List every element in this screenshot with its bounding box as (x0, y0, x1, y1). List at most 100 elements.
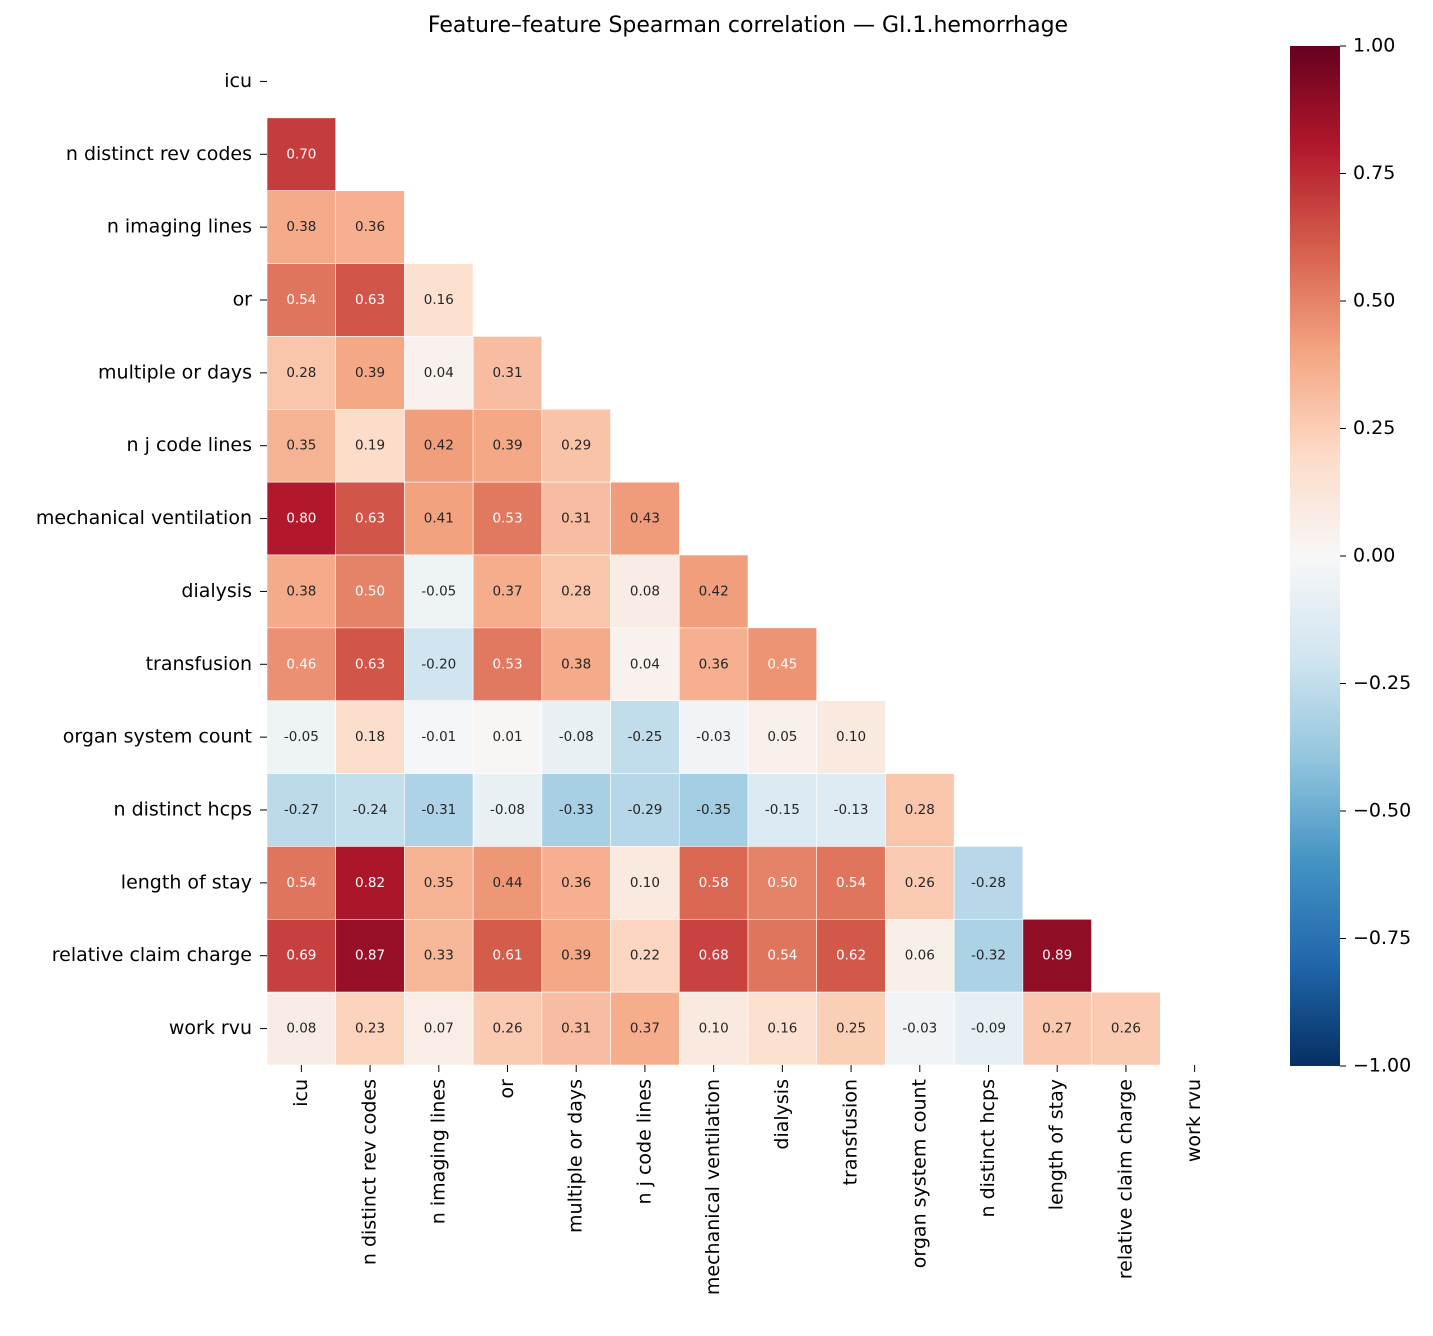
heatmap-cell (472, 481, 543, 556)
colorbar-tick-label: −0.50 (1353, 800, 1411, 822)
cell-label: 0.50 (355, 583, 385, 599)
heatmap-cell (472, 554, 543, 629)
heatmap-cell (953, 991, 1024, 1066)
cell-label: 0.16 (767, 1021, 797, 1037)
heatmap-cell (266, 554, 337, 629)
heatmap-cell (678, 918, 749, 993)
cell-label: -0.20 (421, 656, 456, 672)
cell-label: -0.29 (627, 802, 662, 818)
heatmap-cell (885, 918, 955, 993)
cell-label: 0.82 (355, 875, 385, 891)
heatmap-cell (678, 627, 749, 702)
y-tick-label: dialysis (181, 580, 252, 602)
heatmap-cell (266, 190, 337, 264)
cell-label: 0.28 (905, 802, 935, 818)
x-tick-label: or (496, 1079, 518, 1099)
heatmap-cell (335, 773, 405, 847)
y-tick-label: n distinct rev codes (66, 143, 252, 165)
x-tick-label: organ system count (908, 1079, 930, 1268)
heatmap-cell (335, 918, 405, 993)
cell-label: 0.19 (355, 438, 385, 454)
heatmap-cell (404, 408, 474, 483)
heatmap-cell (610, 481, 680, 556)
cell-label: 0.42 (424, 438, 454, 454)
heatmap-cell (1091, 991, 1161, 1066)
cell-label: 0.10 (836, 729, 866, 745)
colorbar (1290, 46, 1340, 1066)
cell-label: 0.06 (905, 948, 935, 964)
cell-label: -0.15 (765, 802, 800, 818)
heatmap-cell (266, 773, 337, 847)
heatmap-cell (335, 190, 405, 264)
cell-label: 0.28 (561, 583, 591, 599)
cell-label: 0.36 (561, 875, 591, 891)
y-tick-label: organ system count (63, 726, 252, 748)
cell-label: 0.05 (767, 729, 797, 745)
cell-label: 0.53 (492, 511, 522, 527)
heatmap-cell (747, 991, 818, 1066)
cell-label: -0.05 (421, 583, 456, 599)
x-tick-label: transfusion (840, 1079, 862, 1185)
cell-label: 0.39 (355, 365, 385, 381)
cell-label: 0.38 (286, 219, 316, 235)
heatmap-cell (885, 773, 955, 847)
y-tick-label: mechanical ventilation (36, 507, 252, 529)
cell-label: 0.45 (767, 656, 797, 672)
heatmap-cell (472, 918, 543, 993)
heatmap-cell (404, 991, 474, 1066)
x-tick-label: multiple or days (565, 1079, 587, 1233)
heatmap-cell (404, 700, 474, 774)
heatmap-cell (816, 700, 886, 774)
cell-label: 0.18 (355, 729, 385, 745)
colorbar-tick-label: 0.75 (1353, 162, 1395, 184)
heatmap-cell (266, 627, 337, 702)
cell-label: 0.43 (630, 511, 660, 527)
cell-label: 0.16 (424, 292, 454, 308)
heatmap-cell (404, 627, 474, 702)
y-tick-label: or (233, 289, 253, 311)
heatmap-cell (472, 408, 543, 483)
heatmap-cell (541, 408, 611, 483)
heatmap-cell (953, 846, 1024, 920)
cell-label: -0.31 (421, 802, 456, 818)
cell-label: -0.24 (353, 802, 388, 818)
heatmap-cell (816, 773, 886, 847)
colorbar-tick-label: −1.00 (1353, 1055, 1411, 1077)
colorbar-tick-label: −0.75 (1353, 927, 1411, 949)
y-tick-label: n imaging lines (107, 216, 252, 238)
cell-label: 0.70 (286, 146, 316, 162)
y-tick-label: length of stay (121, 871, 252, 893)
x-tick-label: n distinct rev codes (359, 1079, 381, 1265)
heatmap-cell (404, 918, 474, 993)
heatmap-cell (816, 846, 886, 920)
heatmap-cell (266, 991, 337, 1066)
heatmap-cell (472, 700, 543, 774)
heatmap-cell (335, 263, 405, 337)
heatmap-cell (541, 991, 611, 1066)
cell-label: 0.10 (630, 875, 660, 891)
cell-label: 0.36 (699, 656, 729, 672)
cell-label: 0.69 (286, 948, 316, 964)
cell-label: 0.01 (492, 729, 522, 745)
heatmap-cell (610, 846, 680, 920)
heatmap-cell (472, 336, 543, 410)
cell-label: 0.44 (492, 875, 522, 891)
cell-label: -0.08 (559, 729, 594, 745)
cell-label: -0.01 (421, 729, 456, 745)
cell-label: 0.80 (286, 511, 316, 527)
cell-label: -0.03 (696, 729, 731, 745)
cell-label: 0.39 (492, 438, 522, 454)
cell-label: 0.41 (424, 511, 454, 527)
cell-label: 0.89 (1042, 948, 1072, 964)
heatmap-cell (747, 918, 818, 993)
cell-label: 0.42 (699, 583, 729, 599)
heatmap-cell (404, 773, 474, 847)
y-tick-label: multiple or days (98, 361, 252, 383)
heatmap-cell (266, 918, 337, 993)
cell-label: -0.13 (834, 802, 869, 818)
cell-label: -0.35 (696, 802, 731, 818)
heatmap-cell (404, 263, 474, 337)
cell-label: -0.09 (971, 1021, 1006, 1037)
cell-label: 0.68 (699, 948, 729, 964)
